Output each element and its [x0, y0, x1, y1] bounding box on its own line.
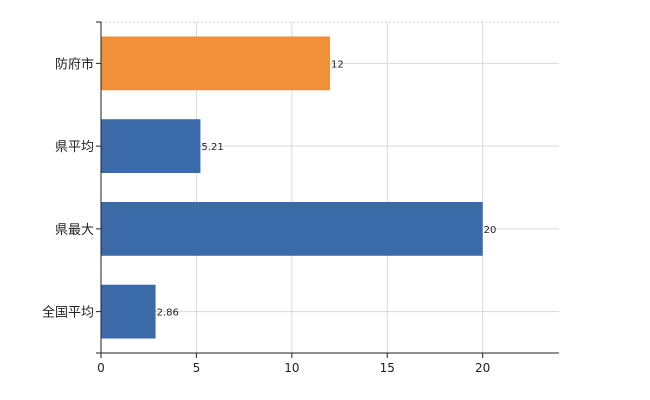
x-tick-label: 5 [193, 361, 201, 375]
x-tick-label: 15 [380, 361, 395, 375]
bar [101, 36, 330, 91]
x-tick-label: 10 [284, 361, 299, 375]
data-label: 5.21 [201, 142, 223, 153]
category-label: 全国平均 [42, 305, 94, 321]
category-label: 県平均 [55, 140, 94, 155]
category-label: 県最大 [55, 223, 94, 238]
bar [101, 201, 483, 256]
bar [101, 284, 156, 339]
bar [101, 119, 201, 174]
category-label: 防府市 [55, 56, 94, 72]
value-labels: 12 5.21 20 2.86 [157, 59, 497, 318]
data-label: 12 [331, 59, 344, 70]
data-label: 2.86 [157, 308, 179, 319]
data-label: 20 [484, 225, 497, 236]
x-tick-label: 0 [97, 361, 105, 375]
bars [101, 36, 483, 339]
x-tick-label: 20 [475, 361, 490, 375]
